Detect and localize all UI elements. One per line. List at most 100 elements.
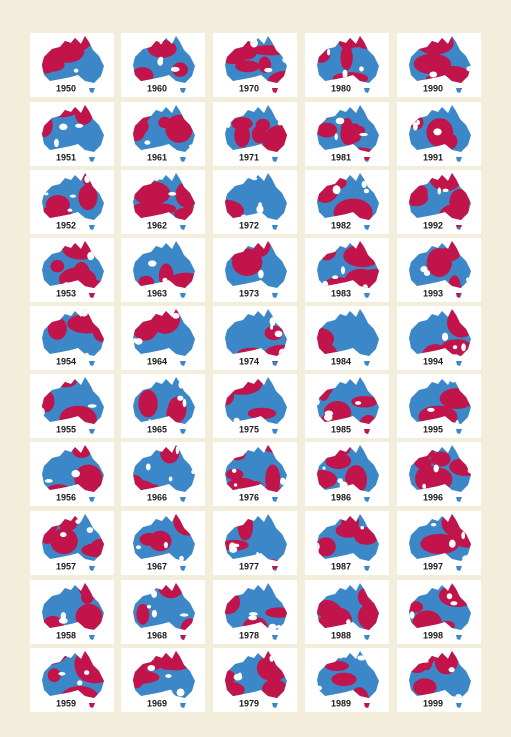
map-panel: 1981 [305,102,389,166]
map-panel: 1952 [30,170,114,234]
year-label: 1973 [239,288,259,298]
year-label: 1963 [147,288,167,298]
map-gap [461,531,466,540]
map-region [147,39,177,58]
map-gap [73,68,79,73]
map-region [340,45,353,71]
map-panel: 1958 [30,580,114,644]
year-label: 1971 [239,152,259,162]
map-region [255,118,271,132]
map-panel: 1997 [397,511,481,575]
year-label: 1995 [423,424,443,434]
map-gap [87,404,97,408]
map-gap [231,468,237,473]
year-label: 1950 [56,83,76,93]
map-region [449,457,471,476]
map-region [350,125,366,136]
map-panel: 1989 [305,648,389,712]
map-gap [58,672,66,676]
year-label: 1959 [56,698,76,708]
map-gap [43,192,49,196]
map-panel: 1967 [121,511,205,575]
map-region [247,407,277,420]
year-label: 1958 [56,630,76,640]
map-panel: 1975 [213,374,297,438]
map-gap [269,317,276,327]
map-panel: 1971 [213,102,297,166]
map-region [139,532,160,546]
year-label: 1989 [331,698,351,708]
map-region [50,528,78,555]
map-gap [409,611,415,619]
map-gap [258,269,264,279]
map-region [172,62,188,77]
map-gap [326,48,331,56]
map-panel: 1962 [121,170,205,234]
map-gap [448,667,455,673]
year-label: 1991 [423,152,443,162]
year-label: 1967 [147,561,167,571]
map-gap [340,266,346,275]
map-gap [163,541,168,549]
map-gap [151,590,158,598]
map-gap [165,674,172,678]
year-label: 1952 [56,220,76,230]
year-label: 1955 [56,424,76,434]
map-gap [233,673,243,681]
year-label: 1954 [56,356,76,366]
map-panel: 1973 [213,238,297,302]
map-gap [179,613,189,617]
map-gap [355,401,362,405]
map-gap [452,345,458,350]
map-gap [60,532,67,538]
map-region [341,117,354,141]
map-region [317,122,338,138]
map-panel: 1996 [397,442,481,506]
map-region [426,467,453,491]
year-label: 1992 [423,220,443,230]
map-region [74,652,93,677]
map-gap [322,466,326,470]
map-gap [75,123,84,128]
map-gap [158,56,164,62]
map-gap [416,119,420,125]
map-gap [334,133,338,141]
map-panel: 1983 [305,238,389,302]
map-region [335,523,361,538]
map-gap [151,609,157,618]
map-gap [248,615,257,621]
map-region [133,181,171,206]
year-label: 1976 [239,492,259,502]
map-gap [233,483,238,487]
map-region [420,533,460,554]
map-gap [361,180,367,189]
year-label: 1990 [423,83,443,93]
map-gap [449,539,456,548]
year-label: 1961 [147,152,167,162]
map-gap [270,325,274,330]
year-label: 1966 [147,492,167,502]
year-label: 1987 [331,561,351,571]
map-gap [67,208,73,212]
year-label: 1984 [331,356,351,366]
year-label: 1986 [331,492,351,502]
map-region [136,603,150,625]
year-label: 1951 [56,152,76,162]
map-panel: 1970 [213,33,297,97]
year-label: 1994 [423,356,443,366]
year-label: 1998 [423,630,443,640]
year-label: 1988 [331,630,351,640]
map-gap [182,398,187,408]
map-panel: 1990 [397,33,481,97]
map-region [317,470,337,489]
map-gap [280,477,286,485]
map-panel: 1986 [305,442,389,506]
map-gap [146,605,152,609]
map-gap [422,483,427,489]
map-region [50,259,65,273]
map-gap [58,617,68,624]
map-gap [332,185,341,195]
year-label: 1996 [423,492,443,502]
map-panel: 1987 [305,511,389,575]
